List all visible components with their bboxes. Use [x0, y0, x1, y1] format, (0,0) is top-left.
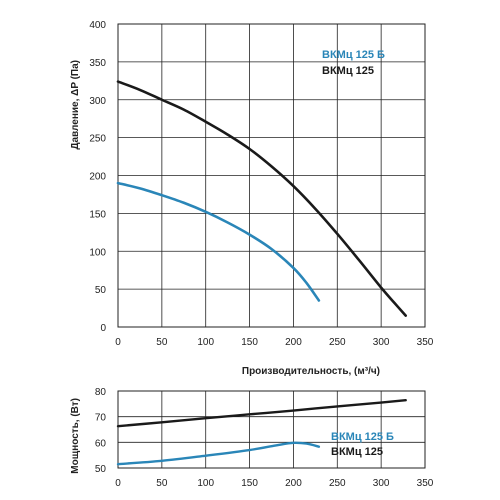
- y-axis-title: Давление, ΔP (Па): [70, 60, 81, 150]
- x-tick-label: 50: [156, 337, 168, 348]
- y-tick-label: 200: [89, 172, 106, 183]
- x-tick-label: 100: [197, 337, 214, 348]
- y-tick-label: 350: [89, 58, 106, 69]
- series-line-vkmts-125: [116, 80, 407, 317]
- y-tick-label: 60: [95, 438, 107, 449]
- y-tick-label: 100: [89, 247, 106, 258]
- legend-entry: ВКМц 125 Б: [331, 431, 394, 443]
- x-axis-title: Производительность, (м³/ч): [242, 366, 380, 377]
- legend-entry: ВКМц 125: [331, 446, 383, 458]
- y-tick-label: 70: [95, 413, 107, 424]
- y-tick-label: 300: [89, 96, 106, 107]
- x-tick-label: 0: [115, 478, 121, 489]
- x-tick-label: 250: [329, 337, 346, 348]
- x-tick-label: 200: [285, 478, 302, 489]
- series-line-vkmts-125-b: [116, 181, 321, 302]
- y-tick-label: 50: [95, 285, 107, 296]
- x-tick-label: 150: [241, 478, 258, 489]
- x-tick-label: 100: [197, 478, 214, 489]
- legend-entry: ВКМц 125 Б: [322, 49, 385, 61]
- y-tick-label: 50: [95, 464, 107, 475]
- y-axis-title: Мощность, (Вт): [70, 398, 81, 474]
- series-line-vkmts-125: [116, 399, 407, 428]
- x-tick-label: 50: [156, 478, 168, 489]
- y-tick-label: 150: [89, 209, 106, 220]
- y-tick-label: 0: [100, 323, 106, 334]
- x-tick-label: 350: [417, 478, 434, 489]
- x-tick-label: 200: [285, 337, 302, 348]
- x-tick-label: 300: [373, 337, 390, 348]
- legend-entry: ВКМц 125: [322, 65, 374, 77]
- series-line-vkmts-125-b: [116, 441, 321, 466]
- x-tick-label: 0: [115, 337, 121, 348]
- y-tick-label: 80: [95, 387, 107, 398]
- plot-frame: [117, 390, 426, 469]
- x-tick-label: 350: [417, 337, 434, 348]
- power-chart: 0 50 100 150 200 250 300 350 50 60 70 80 ВКМц 125 Б В…: [70, 387, 434, 489]
- y-tick-label: 250: [89, 134, 106, 145]
- pressure-chart: 0 50 100 150 200 250 300 350 0 50 100 150 200 250 300 3…: [70, 20, 434, 377]
- x-tick-label: 150: [241, 337, 258, 348]
- x-tick-label: 300: [373, 478, 390, 489]
- y-tick-label: 400: [89, 20, 106, 31]
- x-tick-label: 250: [329, 478, 346, 489]
